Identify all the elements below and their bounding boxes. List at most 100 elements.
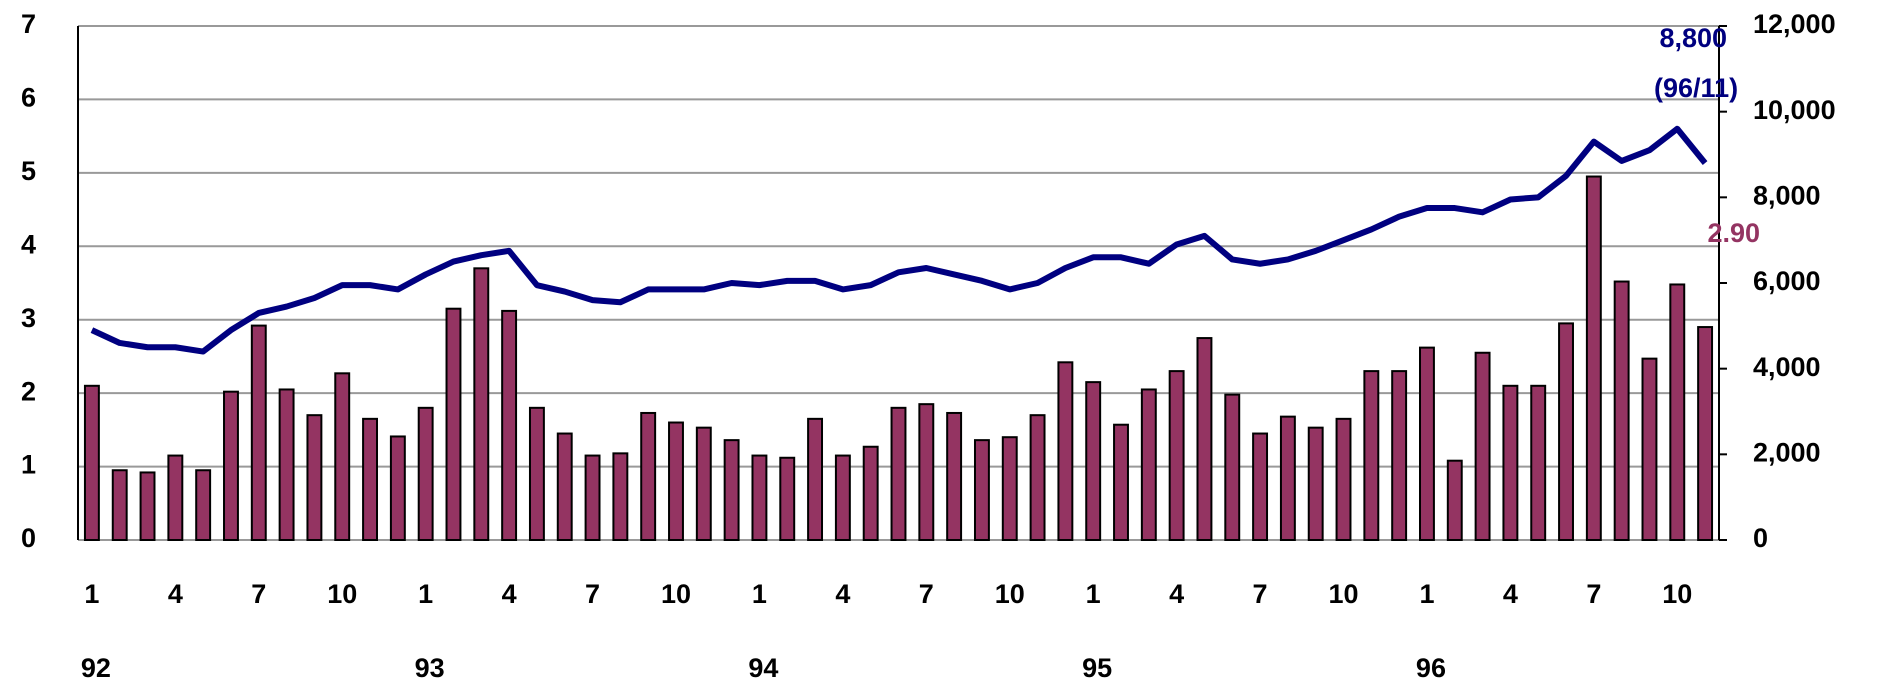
bar bbox=[1613, 280, 1630, 541]
bar bbox=[1641, 357, 1658, 542]
y-tick-label: 3 bbox=[21, 303, 36, 333]
bar bbox=[1558, 322, 1574, 541]
bar bbox=[306, 414, 323, 541]
bar bbox=[640, 411, 657, 541]
annotation: 2.90 bbox=[1708, 218, 1761, 248]
x-tick-label: 1 bbox=[1419, 579, 1434, 609]
bar bbox=[1530, 384, 1547, 541]
bar bbox=[417, 406, 434, 542]
x-tick-label: 4 bbox=[835, 579, 850, 609]
bar bbox=[528, 406, 545, 542]
x-tick-label: 4 bbox=[1169, 579, 1184, 609]
x-tick-label: 10 bbox=[661, 579, 691, 609]
line bbox=[90, 125, 1708, 355]
bar bbox=[1446, 459, 1463, 541]
x-tick-label: 4 bbox=[168, 579, 183, 609]
y-tick-label: 0 bbox=[21, 523, 36, 553]
bar bbox=[1085, 381, 1102, 541]
bar bbox=[1391, 370, 1408, 541]
bar bbox=[445, 307, 462, 542]
y2-tick-label: 2,000 bbox=[1753, 437, 1821, 467]
y2-tick-label: 10,000 bbox=[1753, 95, 1836, 125]
bar bbox=[779, 456, 796, 542]
bar bbox=[1057, 361, 1074, 541]
bar bbox=[167, 454, 184, 541]
bar bbox=[1502, 384, 1519, 541]
x-tick-label: 1 bbox=[1086, 579, 1101, 609]
annotation: (96/11) bbox=[1654, 73, 1738, 103]
bar bbox=[890, 406, 907, 542]
bar bbox=[584, 454, 601, 541]
bar bbox=[973, 439, 990, 541]
bar bbox=[1113, 423, 1129, 541]
bar bbox=[139, 471, 156, 541]
bar bbox=[1140, 388, 1157, 541]
y-tick-label: 1 bbox=[21, 450, 36, 480]
bar bbox=[1697, 326, 1714, 541]
bar bbox=[1363, 370, 1380, 541]
bar bbox=[1001, 436, 1018, 542]
bar bbox=[111, 469, 128, 541]
bar bbox=[473, 267, 490, 541]
bar bbox=[918, 403, 935, 541]
bar bbox=[250, 324, 267, 541]
bar bbox=[1585, 175, 1602, 541]
x-tick-label: 1 bbox=[418, 579, 433, 609]
x-tick-label: 4 bbox=[1503, 579, 1518, 609]
bar bbox=[1252, 432, 1269, 541]
bar bbox=[556, 432, 573, 541]
annotation: 8,800 bbox=[1660, 23, 1728, 53]
y-tick-label: 2 bbox=[21, 376, 36, 406]
bar bbox=[612, 452, 629, 541]
bar bbox=[807, 417, 824, 542]
bar bbox=[946, 411, 963, 541]
x-tick-label: 7 bbox=[1586, 579, 1601, 609]
bar bbox=[695, 426, 712, 542]
x-tick-label: 4 bbox=[502, 579, 517, 609]
x-tick-label: 7 bbox=[1253, 579, 1268, 609]
y-tick-label: 7 bbox=[21, 9, 36, 39]
bar bbox=[862, 445, 879, 542]
bar bbox=[723, 439, 740, 541]
group-label: 96 bbox=[1416, 653, 1446, 683]
bar bbox=[1474, 351, 1491, 541]
y2-tick-label: 12,000 bbox=[1753, 9, 1836, 39]
y2-tick-label: 4,000 bbox=[1753, 352, 1821, 382]
bar bbox=[83, 384, 100, 541]
bar bbox=[1669, 283, 1686, 541]
x-tick-label: 7 bbox=[251, 579, 266, 609]
bar bbox=[1335, 417, 1352, 542]
bar bbox=[195, 469, 212, 541]
bar bbox=[334, 372, 351, 541]
group-label: 95 bbox=[1082, 653, 1112, 683]
x-tick-label: 10 bbox=[995, 579, 1025, 609]
group-label: 92 bbox=[81, 653, 111, 683]
y2-tick-label: 8,000 bbox=[1753, 180, 1821, 210]
x-tick-label: 10 bbox=[1328, 579, 1358, 609]
x-tick-label: 10 bbox=[1662, 579, 1692, 609]
x-tick-label: 7 bbox=[585, 579, 600, 609]
y2-tick-label: 0 bbox=[1753, 523, 1768, 553]
bar bbox=[1168, 370, 1185, 541]
bar bbox=[223, 390, 239, 541]
x-tick-label: 1 bbox=[752, 579, 767, 609]
bar bbox=[1029, 414, 1046, 541]
bar bbox=[362, 417, 378, 542]
bar bbox=[389, 435, 406, 542]
bar bbox=[1279, 415, 1296, 542]
bar bbox=[1224, 393, 1241, 541]
y-tick-label: 4 bbox=[21, 229, 36, 259]
y-tick-label: 6 bbox=[21, 83, 36, 113]
bar bbox=[278, 388, 295, 541]
bar bbox=[1196, 337, 1213, 542]
bar bbox=[834, 454, 851, 541]
group-label: 93 bbox=[415, 653, 445, 683]
bar bbox=[751, 454, 768, 541]
bar bbox=[501, 309, 518, 541]
y2-tick-label: 6,000 bbox=[1753, 266, 1821, 296]
bar bbox=[1307, 426, 1324, 542]
bar bbox=[1419, 346, 1435, 542]
y-tick-label: 5 bbox=[21, 156, 36, 186]
x-tick-label: 1 bbox=[84, 579, 99, 609]
